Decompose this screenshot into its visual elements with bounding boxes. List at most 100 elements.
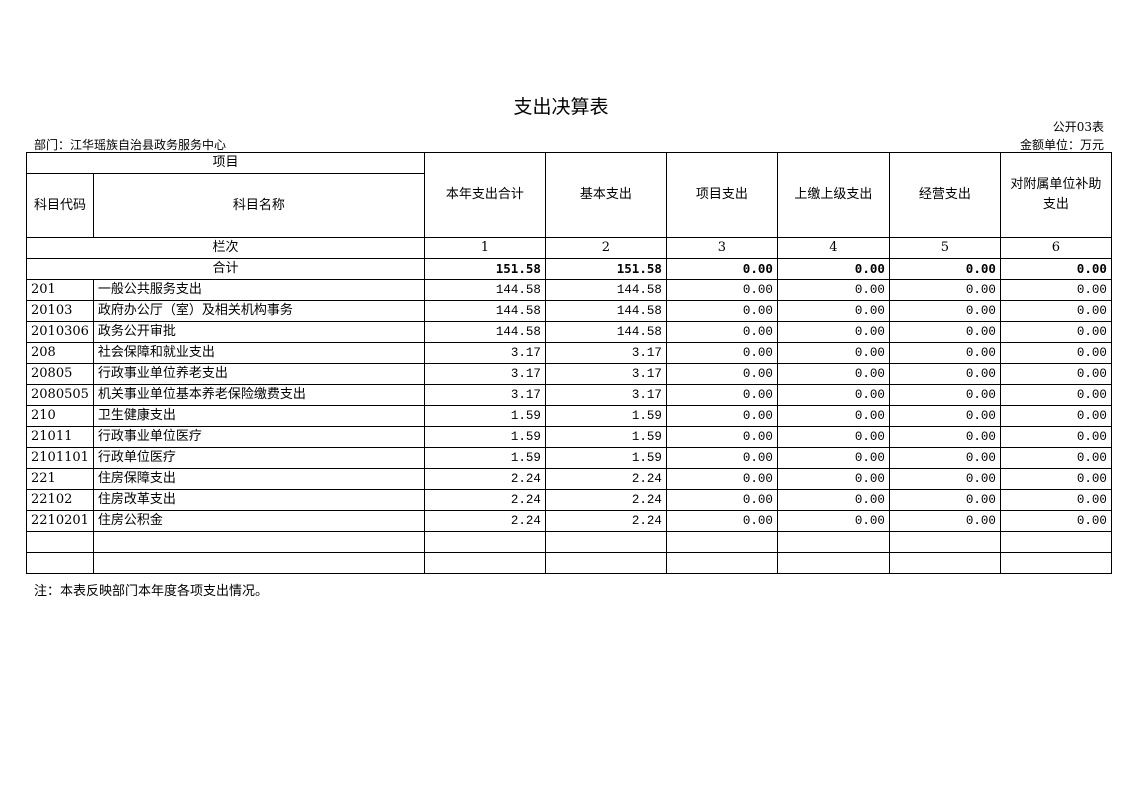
subject-name-cell: 住房保障支出 (92, 468, 425, 490)
amount-cell: 0.00 (888, 489, 1001, 511)
empty-cell (92, 531, 425, 553)
amount-cell: 0.00 (776, 405, 890, 427)
empty-cell (776, 552, 890, 574)
empty-cell (999, 552, 1112, 574)
amount-cell: 0.00 (999, 300, 1112, 322)
subject-code-cell: 2101101 (26, 447, 94, 469)
amount-cell: 1.59 (423, 405, 546, 427)
table-row: 2210201 住房公积金 2.24 2.24 0.00 0.00 0.00 0.00 (26, 510, 1112, 532)
amount-cell: 0.00 (776, 510, 890, 532)
amount-cell: 0.00 (888, 447, 1001, 469)
amount-cell: 0.00 (888, 510, 1001, 532)
amount-cell: 0.00 (776, 342, 890, 364)
table-row: 2010306 政务公开审批 144.58 144.58 0.00 0.00 0.00 0.0… (26, 321, 1112, 343)
amount-cell: 0.00 (665, 321, 778, 343)
empty-cell (665, 552, 778, 574)
subject-code-cell: 210 (26, 405, 94, 427)
amount-cell: 0.00 (665, 489, 778, 511)
amount-cell: 0.00 (665, 279, 778, 301)
amount-cell: 0.00 (776, 384, 890, 406)
table-row: 21011 行政事业单位医疗 1.59 1.59 0.00 0.00 0.00 0.00 (26, 426, 1112, 448)
amount-unit-label: 金额单位：万元 (1019, 138, 1104, 152)
amount-cell: 2.24 (423, 468, 546, 490)
amount-cell: 0.00 (888, 321, 1001, 343)
amount-cell: 0.00 (999, 405, 1112, 427)
empty-cell (888, 552, 1001, 574)
header-project-expenditure: 项目支出 (665, 152, 778, 238)
empty-cell (888, 531, 1001, 553)
subject-code-cell: 20103 (26, 300, 94, 322)
total-value-cell: 0.00 (665, 258, 778, 280)
empty-cell (26, 531, 94, 553)
subject-name-cell: 一般公共服务支出 (92, 279, 425, 301)
subject-name-cell: 住房公积金 (92, 510, 425, 532)
amount-cell: 0.00 (888, 426, 1001, 448)
subject-name-cell: 住房改革支出 (92, 489, 425, 511)
amount-cell: 0.00 (665, 426, 778, 448)
table-row: 2080505 机关事业单位基本养老保险缴费支出 3.17 3.17 0.00 0.00 0… (26, 384, 1112, 406)
subject-code-cell: 20805 (26, 363, 94, 385)
amount-cell: 144.58 (544, 279, 667, 301)
amount-cell: 0.00 (665, 405, 778, 427)
amount-cell: 144.58 (544, 321, 667, 343)
empty-cell (423, 552, 546, 574)
amount-cell: 0.00 (999, 384, 1112, 406)
table-row: 20103 政府办公厅（室）及相关机构事务 144.58 144.58 0.00 0.00… (26, 300, 1112, 322)
amount-cell: 1.59 (544, 447, 667, 469)
amount-cell: 0.00 (776, 468, 890, 490)
amount-cell: 0.00 (776, 363, 890, 385)
page-title: 支出决算表 (513, 96, 609, 118)
row-index-cell: 1 (423, 237, 546, 259)
empty-cell (544, 552, 667, 574)
footnote: 注：本表反映部门本年度各项支出情况。 (34, 584, 269, 599)
form-number: 公开03表 (1052, 120, 1104, 134)
amount-cell: 0.00 (888, 363, 1001, 385)
row-index-cell: 6 (999, 237, 1112, 259)
amount-cell: 0.00 (776, 321, 890, 343)
amount-cell: 0.00 (776, 447, 890, 469)
subject-name-cell: 行政事业单位医疗 (92, 426, 425, 448)
amount-cell: 3.17 (423, 384, 546, 406)
row-index-cell: 5 (888, 237, 1001, 259)
amount-cell: 1.59 (423, 426, 546, 448)
total-value-cell: 151.58 (423, 258, 546, 280)
subject-name-cell: 社会保障和就业支出 (92, 342, 425, 364)
subject-code-cell: 21011 (26, 426, 94, 448)
subject-name-cell: 政务公开审批 (92, 321, 425, 343)
total-label: 合计 (26, 258, 425, 280)
amount-cell: 0.00 (776, 426, 890, 448)
subject-name-cell: 机关事业单位基本养老保险缴费支出 (92, 384, 425, 406)
header-superior-payment: 上缴上级支出 (776, 152, 890, 238)
table-row: 22102 住房改革支出 2.24 2.24 0.00 0.00 0.00 0.00 (26, 489, 1112, 511)
amount-cell: 2.24 (544, 510, 667, 532)
table-row: 221 住房保障支出 2.24 2.24 0.00 0.00 0.00 0.00 (26, 468, 1112, 490)
amount-cell: 0.00 (665, 342, 778, 364)
amount-cell: 1.59 (423, 447, 546, 469)
total-value-cell: 0.00 (999, 258, 1112, 280)
department-label: 部门：江华瑶族自治县政务服务中心 (34, 138, 227, 152)
header-operating-expenditure: 经营支出 (888, 152, 1001, 238)
row-index-cell: 3 (665, 237, 778, 259)
subject-name-cell: 卫生健康支出 (92, 405, 425, 427)
table-row: 20805 行政事业单位养老支出 3.17 3.17 0.00 0.00 0.00 0.00 (26, 363, 1112, 385)
subject-name-cell: 政府办公厅（室）及相关机构事务 (92, 300, 425, 322)
table-row: 2101101 行政单位医疗 1.59 1.59 0.00 0.00 0.00 0.00 (26, 447, 1112, 469)
row-index-cell: 2 (544, 237, 667, 259)
amount-cell: 2.24 (544, 489, 667, 511)
amount-cell: 0.00 (999, 321, 1112, 343)
empty-cell (92, 552, 425, 574)
amount-cell: 0.00 (888, 384, 1001, 406)
empty-cell (776, 531, 890, 553)
amount-cell: 3.17 (544, 342, 667, 364)
subject-code-cell: 2080505 (26, 384, 94, 406)
amount-cell: 0.00 (888, 279, 1001, 301)
header-project: 项目 (26, 152, 425, 174)
amount-cell: 0.00 (888, 468, 1001, 490)
header-name: 科目名称 (92, 173, 425, 238)
subject-name-cell: 行政事业单位养老支出 (92, 363, 425, 385)
amount-cell: 144.58 (423, 300, 546, 322)
empty-cell (26, 552, 94, 574)
subject-code-cell: 2210201 (26, 510, 94, 532)
amount-cell: 3.17 (423, 342, 546, 364)
amount-cell: 1.59 (544, 426, 667, 448)
